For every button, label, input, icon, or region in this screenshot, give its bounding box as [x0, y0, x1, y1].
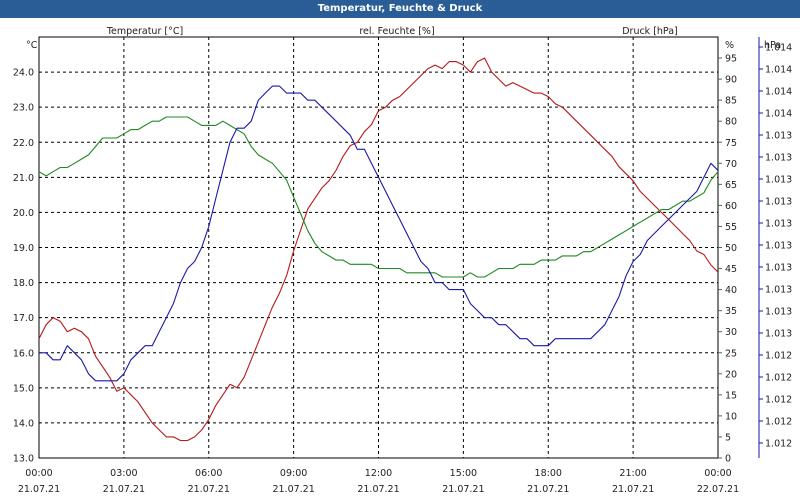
x-tick-date: 21.07.21	[357, 484, 399, 495]
temperature-tick-label: 23.0	[13, 103, 34, 114]
temperature-unit: °C	[26, 40, 38, 51]
chart-title-bar: Temperatur, Feuchte & Druck	[0, 0, 800, 18]
pressure-tick-label: 1.013	[765, 131, 792, 142]
humidity-tick-label: 95	[725, 54, 737, 65]
x-tick-time: 03:00	[110, 468, 137, 479]
humidity-tick-label: 5	[725, 432, 731, 443]
pressure-tick-label: 1.012	[765, 395, 792, 406]
pressure-unit: hPa	[764, 40, 781, 51]
temperature-tick-label: 19.0	[13, 243, 34, 254]
temperature-axis-label: Temperatur [°C]	[106, 26, 183, 37]
temperature-tick-label: 22.0	[13, 138, 34, 149]
x-tick-date: 21.07.21	[527, 484, 569, 495]
x-tick-date: 21.07.21	[612, 484, 654, 495]
pressure-tick-label: 1.013	[765, 219, 792, 230]
humidity-axis-label: rel. Feuchte [%]	[359, 26, 434, 37]
temperature-tick-label: 21.0	[13, 173, 34, 184]
x-tick-time: 09:00	[280, 468, 307, 479]
humidity-tick-label: 30	[725, 327, 737, 338]
humidity-tick-label: 60	[725, 201, 737, 212]
x-tick-time: 21:00	[619, 468, 646, 479]
humidity-tick-label: 15	[725, 390, 737, 401]
temperature-series-line	[38, 57, 719, 442]
x-tick-date: 21.07.21	[188, 484, 230, 495]
pressure-tick-label: 1.012	[765, 439, 792, 450]
humidity-tick-label: 40	[725, 285, 737, 296]
humidity-tick-label: 70	[725, 159, 737, 170]
x-tick-date: 21.07.21	[18, 484, 60, 495]
pressure-tick-label: 1.014	[765, 109, 792, 120]
x-tick-date: 22.07.21	[697, 484, 739, 495]
humidity-tick-label: 55	[725, 222, 737, 233]
pressure-tick-label: 1.013	[765, 263, 792, 274]
pressure-axis-label: Druck [hPa]	[622, 26, 678, 37]
humidity-tick-label: 0	[725, 454, 731, 465]
humidity-tick-label: 50	[725, 243, 737, 254]
temperature-tick-label: 18.0	[13, 278, 34, 289]
pressure-tick-label: 1.013	[765, 241, 792, 252]
humidity-tick-label: 90	[725, 75, 737, 86]
x-tick-time: 18:00	[535, 468, 562, 479]
x-tick-time: 06:00	[195, 468, 222, 479]
temperature-tick-label: 13.0	[13, 454, 34, 465]
humidity-unit: %	[725, 40, 734, 51]
pressure-tick-label: 1.013	[765, 329, 792, 340]
humidity-tick-label: 80	[725, 117, 737, 128]
humidity-tick-label: 20	[725, 369, 737, 380]
pressure-tick-label: 1.014	[765, 87, 792, 98]
axes	[38, 36, 763, 459]
temperature-tick-label: 20.0	[13, 208, 34, 219]
humidity-tick-label: 75	[725, 138, 737, 149]
pressure-tick-label: 1.013	[765, 153, 792, 164]
x-tick-time: 00:00	[704, 468, 731, 479]
temperature-tick-label: 15.0	[13, 383, 34, 394]
x-tick-time: 12:00	[365, 468, 392, 479]
humidity-tick-label: 45	[725, 264, 737, 275]
humidity-tick-label: 10	[725, 411, 737, 422]
humidity-tick-label: 35	[725, 306, 737, 317]
pressure-tick-label: 1.014	[765, 43, 792, 54]
pressure-tick-label: 1.013	[765, 175, 792, 186]
pressure-tick-label: 1.013	[765, 307, 792, 318]
x-tick-time: 00:00	[25, 468, 52, 479]
x-tick-date: 21.07.21	[442, 484, 484, 495]
humidity-tick-label: 85	[725, 96, 737, 107]
axis-labels: 13.0 14.0 15.0 16.0 17.0 18.0 19.0 20.0 21.0 22.0…	[13, 26, 792, 495]
x-tick-time: 15:00	[450, 468, 477, 479]
series-lines	[38, 57, 719, 442]
temperature-tick-label: 14.0	[13, 418, 34, 429]
pressure-tick-label: 1.012	[765, 351, 792, 362]
temperature-tick-label: 16.0	[13, 348, 34, 359]
pressure-series-line	[39, 85, 719, 382]
pressure-tick-label: 1.012	[765, 417, 792, 428]
humidity-tick-label: 25	[725, 348, 737, 359]
grid	[39, 37, 718, 458]
humidity-tick-label: 65	[725, 180, 737, 191]
x-tick-date: 21.07.21	[272, 484, 314, 495]
pressure-tick-label: 1.013	[765, 285, 792, 296]
chart-title: Temperatur, Feuchte & Druck	[317, 3, 483, 14]
temperature-tick-label: 17.0	[13, 313, 34, 324]
x-tick-date: 21.07.21	[103, 484, 145, 495]
pressure-tick-label: 1.013	[765, 197, 792, 208]
temperature-tick-label: 24.0	[13, 68, 34, 79]
pressure-tick-label: 1.012	[765, 373, 792, 384]
pressure-tick-label: 1.014	[765, 65, 792, 76]
humidity-series-line	[38, 116, 719, 278]
